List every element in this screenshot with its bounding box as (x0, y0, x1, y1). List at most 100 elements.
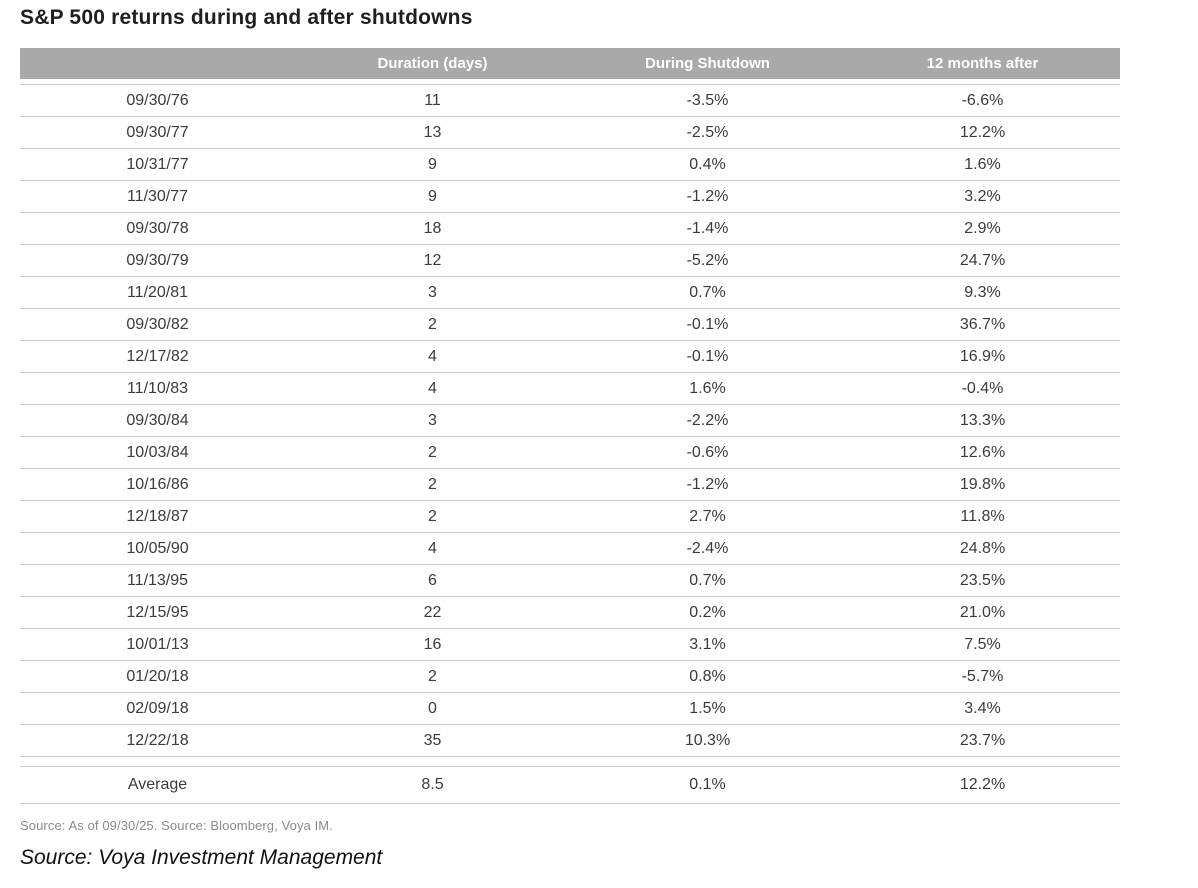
cell-during: -1.2% (686, 187, 729, 205)
cell-date: 12/17/82 (126, 347, 189, 365)
cell-during: 2.7% (689, 507, 726, 525)
col-header-duration: Duration (days) (377, 55, 488, 72)
cell-after: 16.9% (959, 347, 1006, 365)
cell-during: -2.5% (686, 123, 729, 141)
spacer-row (20, 757, 1120, 767)
cell-during: -5.2% (686, 251, 729, 269)
average-during-shutdown: 0.1% (689, 776, 726, 793)
cell-date: 10/16/86 (126, 475, 189, 493)
cell-duration: 2 (428, 443, 437, 461)
cell-after: 24.7% (959, 251, 1006, 269)
cell-after: 9.3% (964, 283, 1001, 301)
table-row: 11/30/77 9 -1.2% 3.2% (20, 180, 1120, 212)
table-row: 12/18/87 2 2.7% 11.8% (20, 500, 1120, 532)
table-row: 12/22/18 35 10.3% 23.7% (20, 724, 1120, 756)
cell-duration: 4 (428, 539, 437, 557)
cell-date: 09/30/78 (126, 219, 189, 237)
cell-duration: 6 (428, 571, 437, 589)
cell-after: -5.7% (961, 667, 1004, 685)
cell-duration: 9 (428, 187, 437, 205)
cell-during: -2.2% (686, 411, 729, 429)
cell-date: 12/15/95 (126, 603, 189, 621)
table-row: 01/20/18 2 0.8% -5.7% (20, 660, 1120, 692)
table-row: 10/05/90 4 -2.4% 24.8% (20, 532, 1120, 564)
cell-duration: 12 (423, 251, 442, 269)
table-row: 02/09/18 0 1.5% 3.4% (20, 692, 1120, 724)
cell-after: 13.3% (959, 411, 1006, 429)
cell-after: 21.0% (959, 603, 1006, 621)
cell-during: -3.5% (686, 91, 729, 109)
cell-after: 36.7% (959, 315, 1006, 333)
cell-date: 09/30/79 (126, 251, 189, 269)
cell-duration: 2 (428, 315, 437, 333)
table-row: 09/30/82 2 -0.1% 36.7% (20, 308, 1120, 340)
cell-duration: 2 (428, 507, 437, 525)
page: S&P 500 returns during and after shutdow… (20, 6, 1120, 869)
cell-duration: 4 (428, 379, 437, 397)
cell-date: 11/20/81 (126, 283, 189, 301)
attribution: Source: Voya Investment Management (20, 846, 383, 869)
cell-date: 01/20/18 (126, 667, 189, 685)
cell-after: 3.4% (964, 699, 1001, 717)
cell-date: 12/18/87 (126, 507, 189, 525)
cell-date: 09/30/82 (126, 315, 189, 333)
cell-duration: 2 (428, 475, 437, 493)
footnote: Source: As of 09/30/25. Source: Bloomber… (20, 818, 333, 833)
cell-duration: 2 (428, 667, 437, 685)
cell-duration: 16 (423, 635, 442, 653)
cell-date: 11/10/83 (126, 379, 189, 397)
average-row: Average 8.5 0.1% 12.2% (20, 767, 1120, 804)
cell-during: 0.2% (689, 603, 726, 621)
table-row: 11/20/81 3 0.7% 9.3% (20, 276, 1120, 308)
table-header-row: Duration (days) During Shutdown 12 month… (20, 48, 1120, 79)
returns-table: Duration (days) During Shutdown 12 month… (20, 48, 1120, 804)
cell-during: -1.4% (686, 219, 729, 237)
cell-duration: 9 (428, 155, 437, 173)
cell-after: 12.6% (959, 443, 1006, 461)
cell-duration: 11 (424, 91, 441, 109)
cell-date: 10/01/13 (126, 635, 189, 653)
cell-during: -0.1% (686, 315, 729, 333)
cell-after: 24.8% (959, 539, 1006, 557)
cell-duration: 13 (423, 123, 442, 141)
cell-during: -0.6% (686, 443, 729, 461)
cell-duration: 3 (428, 283, 437, 301)
cell-after: 11.8% (960, 507, 1005, 525)
cell-after: 7.5% (964, 635, 1001, 653)
cell-after: 12.2% (959, 123, 1006, 141)
table-row: 09/30/77 13 -2.5% 12.2% (20, 116, 1120, 148)
table-row: 10/03/84 2 -0.6% 12.6% (20, 436, 1120, 468)
average-12-months-after: 12.2% (959, 776, 1006, 793)
cell-during: -0.1% (686, 347, 729, 365)
cell-date: 10/03/84 (126, 443, 189, 461)
cell-duration: 4 (428, 347, 437, 365)
cell-after: -6.6% (961, 91, 1004, 109)
cell-after: 2.9% (964, 219, 1001, 237)
cell-date: 12/22/18 (126, 731, 189, 749)
cell-during: 0.7% (689, 571, 726, 589)
page-title: S&P 500 returns during and after shutdow… (20, 6, 473, 29)
cell-date: 09/30/84 (126, 411, 189, 429)
cell-date: 09/30/77 (126, 123, 189, 141)
cell-after: 3.2% (964, 187, 1001, 205)
table-row: 11/13/95 6 0.7% 23.5% (20, 564, 1120, 596)
table-row: 09/30/79 12 -5.2% 24.7% (20, 244, 1120, 276)
cell-during: 0.7% (689, 283, 726, 301)
cell-during: -2.4% (686, 539, 729, 557)
col-header-12-months-after: 12 months after (926, 55, 1039, 72)
cell-date: 10/31/77 (126, 155, 189, 173)
cell-after: -0.4% (961, 379, 1004, 397)
table-row: 12/17/82 4 -0.1% 16.9% (20, 340, 1120, 372)
table-row: 09/30/84 3 -2.2% 13.3% (20, 404, 1120, 436)
cell-date: 11/30/77 (126, 187, 189, 205)
cell-during: 3.1% (689, 635, 726, 653)
cell-during: 1.6% (689, 379, 726, 397)
cell-after: 23.7% (959, 731, 1006, 749)
cell-duration: 0 (428, 699, 437, 717)
col-header-during-shutdown: During Shutdown (645, 55, 770, 72)
cell-duration: 35 (423, 731, 442, 749)
cell-date: 11/13/95 (126, 571, 189, 589)
table-row: 11/10/83 4 1.6% -0.4% (20, 372, 1120, 404)
average-duration: 8.5 (421, 776, 444, 793)
table-row: 10/31/77 9 0.4% 1.6% (20, 148, 1120, 180)
